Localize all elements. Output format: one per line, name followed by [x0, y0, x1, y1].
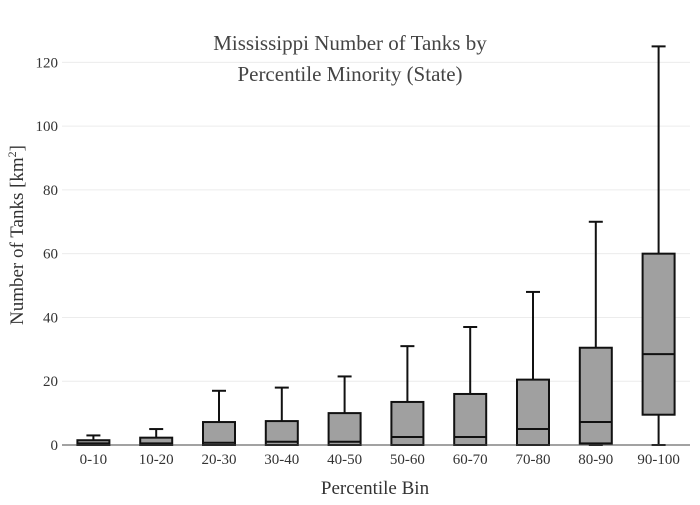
- x-tick-label: 0-10: [80, 452, 108, 468]
- x-axis-label: Percentile Bin: [321, 478, 430, 499]
- x-tick-label: 40-50: [327, 452, 362, 468]
- x-tick-label: 80-90: [578, 452, 613, 468]
- box-iqr: [516, 378, 550, 446]
- box-40-50: [327, 375, 362, 446]
- x-tick-label: 90-100: [637, 452, 680, 468]
- chart-title-line-2: Percentile Minority (State): [237, 62, 462, 86]
- chart-title-line-1: Mississippi Number of Tanks by: [213, 31, 487, 55]
- y-tick-label: 120: [36, 55, 59, 71]
- box-80-90: [578, 220, 613, 446]
- x-tick-label: 10-20: [139, 452, 174, 468]
- box-iqr: [578, 346, 613, 445]
- y-tick-label: 80: [43, 183, 58, 199]
- box-30-40: [264, 386, 299, 446]
- boxes-layer: [76, 45, 676, 447]
- y-tick-label: 100: [36, 119, 59, 135]
- box-60-70: [453, 326, 488, 446]
- box-70-80: [516, 290, 550, 446]
- x-tick-label: 70-80: [516, 452, 551, 468]
- box-iqr: [390, 400, 425, 447]
- box-10-20: [139, 428, 174, 446]
- y-axis-label: Number of Tanks [km2]: [5, 145, 28, 325]
- y-tick-label: 60: [43, 247, 58, 263]
- y-tick-label: 0: [51, 438, 59, 454]
- box-iqr: [641, 252, 676, 416]
- x-tick-label: 50-60: [390, 452, 425, 468]
- x-tick-label: 30-40: [264, 452, 299, 468]
- box-50-60: [390, 345, 425, 447]
- y-axis-label-superscript: 2: [5, 151, 19, 157]
- box-iqr: [202, 421, 236, 446]
- y-tick-labels: 0 20 40 60 80 100 120: [36, 55, 59, 454]
- y-tick-label: 40: [43, 310, 58, 326]
- box-90-100: [641, 45, 676, 446]
- y-axis-label-main: Number of Tanks [km: [7, 157, 28, 325]
- x-tick-labels: 0-10 10-20 20-30 30-40 40-50 50-60 60-70 70-80 8…: [80, 452, 680, 468]
- x-tick-label: 20-30: [202, 452, 237, 468]
- y-axis-label-end: ]: [7, 145, 28, 151]
- y-tick-label: 20: [43, 374, 58, 390]
- x-tick-label: 60-70: [453, 452, 488, 468]
- box-iqr: [327, 412, 362, 446]
- box-0-10: [76, 434, 111, 446]
- box-20-30: [202, 389, 236, 446]
